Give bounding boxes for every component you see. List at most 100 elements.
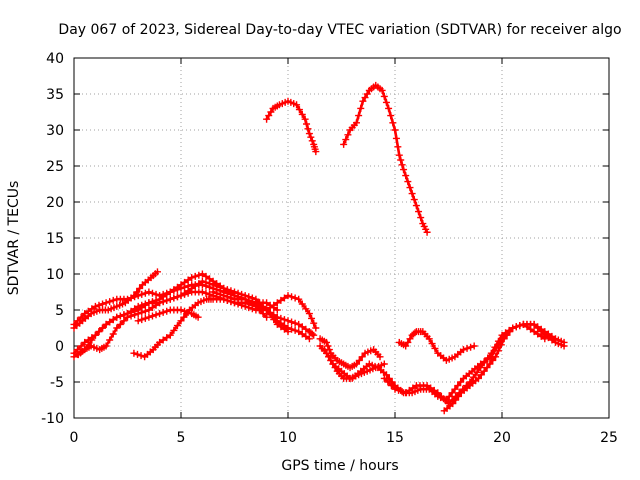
data-point-marker xyxy=(209,281,217,289)
data-point-marker xyxy=(312,324,320,332)
y-tick-label: 5 xyxy=(55,303,64,319)
x-tick-label: 25 xyxy=(600,430,618,446)
series-arc-9 xyxy=(263,97,320,156)
data-point-marker xyxy=(331,364,339,372)
data-point-marker xyxy=(480,367,488,375)
data-point-marker xyxy=(301,115,309,123)
data-point-marker xyxy=(431,344,439,352)
data-point-marker xyxy=(329,360,337,368)
data-point-marker xyxy=(284,292,292,300)
data-point-marker xyxy=(206,280,214,288)
data-point-marker xyxy=(81,310,89,318)
data-point-marker xyxy=(398,388,406,396)
series-arc-7 xyxy=(134,306,202,325)
data-point-marker xyxy=(188,274,196,282)
x-tick-label: 20 xyxy=(493,430,511,446)
series-arc-16 xyxy=(395,328,478,364)
data-point-marker xyxy=(340,140,348,148)
x-tick-label: 15 xyxy=(386,430,404,446)
data-point-marker xyxy=(387,112,395,120)
data-point-marker xyxy=(136,284,144,292)
data-point-marker xyxy=(152,301,160,309)
data-point-marker xyxy=(252,302,260,310)
data-point-marker xyxy=(467,343,475,351)
data-point-marker xyxy=(310,331,318,339)
data-point-marker xyxy=(280,322,288,330)
data-point-marker xyxy=(298,323,306,331)
data-point-marker xyxy=(291,326,299,334)
data-point-marker xyxy=(530,320,538,328)
data-point-marker xyxy=(138,316,146,324)
data-point-marker xyxy=(109,316,117,324)
data-point-marker xyxy=(198,288,206,296)
data-point-marker xyxy=(323,349,331,357)
data-point-marker xyxy=(163,334,171,342)
data-point-marker xyxy=(77,342,85,350)
data-point-marker xyxy=(320,346,328,354)
data-point-marker xyxy=(384,378,392,386)
data-point-marker xyxy=(255,304,263,312)
data-point-marker xyxy=(138,290,146,298)
data-point-marker xyxy=(173,286,181,294)
data-point-marker xyxy=(494,337,502,345)
y-tick-label: 10 xyxy=(46,267,64,283)
data-point-marker xyxy=(492,353,500,361)
data-point-marker xyxy=(392,134,400,142)
data-point-marker xyxy=(280,316,288,324)
data-point-marker xyxy=(133,350,141,358)
chart-title: Day 067 of 2023, Sidereal Day-to-day VTE… xyxy=(58,22,621,38)
data-point-marker xyxy=(402,389,410,397)
data-point-marker xyxy=(156,299,164,307)
data-point-marker xyxy=(88,305,96,313)
data-point-marker xyxy=(352,119,360,127)
data-point-marker xyxy=(177,284,185,292)
data-point-marker xyxy=(266,304,274,312)
data-point-marker xyxy=(234,289,242,297)
data-point-marker xyxy=(99,300,107,308)
data-point-marker xyxy=(195,280,203,288)
y-tick-label: 25 xyxy=(46,159,64,175)
data-point-marker xyxy=(312,148,320,156)
data-point-marker xyxy=(241,302,249,310)
series-arc-11 xyxy=(316,335,384,372)
data-point-marker xyxy=(308,314,316,322)
data-point-marker xyxy=(454,392,462,400)
data-point-marker xyxy=(534,330,542,338)
data-point-marker xyxy=(266,310,274,318)
data-point-marker xyxy=(141,307,149,315)
y-tick-label: 20 xyxy=(46,195,64,211)
data-point-marker xyxy=(113,324,121,332)
data-point-marker xyxy=(223,293,231,301)
data-point-marker xyxy=(159,298,167,306)
data-point-marker xyxy=(277,296,285,304)
data-point-marker xyxy=(148,304,156,312)
data-point-marker xyxy=(188,284,196,292)
data-point-marker xyxy=(159,336,167,344)
data-point-marker xyxy=(486,360,494,368)
data-point-marker xyxy=(223,286,231,294)
data-point-marker xyxy=(145,306,153,314)
data-point-marker xyxy=(133,288,141,296)
data-point-marker xyxy=(245,304,253,312)
data-point-marker xyxy=(437,392,445,400)
data-point-marker xyxy=(227,294,235,302)
data-point-marker xyxy=(385,104,393,112)
data-point-marker xyxy=(310,319,318,327)
data-point-marker xyxy=(130,349,138,357)
data-point-marker xyxy=(180,313,188,321)
grid xyxy=(74,58,609,418)
data-point-marker xyxy=(395,386,403,394)
data-point-marker xyxy=(156,338,164,346)
data-point-marker xyxy=(156,310,164,318)
data-point-marker xyxy=(106,318,114,326)
data-point-marker xyxy=(141,301,149,309)
data-point-marker xyxy=(270,313,278,321)
data-point-marker xyxy=(263,115,271,123)
data-point-marker xyxy=(231,288,238,296)
data-point-marker xyxy=(474,374,482,382)
data-point-marker xyxy=(216,290,224,298)
data-point-marker xyxy=(124,313,131,321)
data-point-marker xyxy=(391,126,399,134)
data-point-marker xyxy=(473,368,481,376)
data-point-marker xyxy=(267,108,275,116)
